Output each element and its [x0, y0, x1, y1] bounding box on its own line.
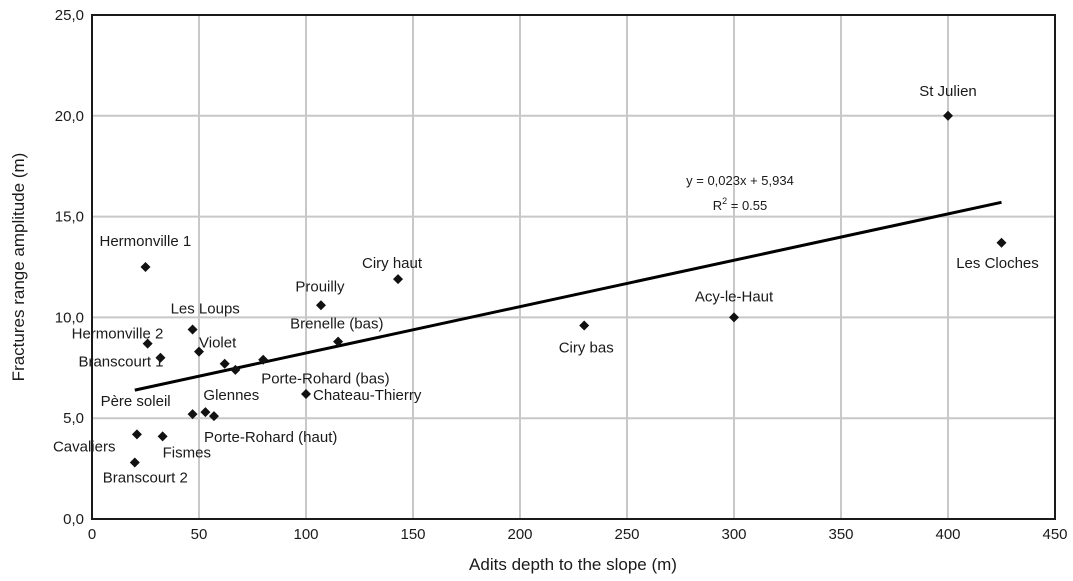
- y-tick-label: 0,0: [63, 511, 84, 528]
- data-point: [131, 429, 142, 440]
- point-label: Branscourt 2: [103, 470, 188, 487]
- x-axis-ticks: 0 50 100 150 200 250 300 350 400 450: [88, 526, 1068, 543]
- r2-prefix: R: [713, 198, 722, 213]
- x-tick-label: 300: [721, 526, 746, 543]
- point-label: Ciry haut: [362, 255, 423, 272]
- r2-value: = 0.55: [727, 198, 767, 213]
- point-label: Hermonville 1: [100, 233, 192, 250]
- point-label: Ciry bas: [559, 339, 614, 356]
- data-point: [187, 324, 198, 335]
- data-point: [315, 300, 326, 311]
- x-tick-label: 50: [191, 526, 208, 543]
- data-points: [129, 110, 1007, 468]
- point-label: Les Loups: [171, 300, 240, 317]
- point-label: Porte-Rohard (haut): [204, 429, 337, 446]
- point-label: Brenelle (bas): [290, 316, 383, 333]
- data-point: [140, 262, 151, 272]
- x-tick-label: 250: [614, 526, 639, 543]
- point-label: Branscourt 1: [78, 354, 163, 371]
- x-tick-label: 450: [1042, 526, 1067, 543]
- data-point: [579, 320, 590, 331]
- y-tick-label: 10,0: [55, 309, 84, 326]
- x-axis-title: Adits depth to the slope (m): [469, 555, 677, 574]
- plot-frame: [91, 14, 1056, 520]
- point-label: Acy-le-Haut: [695, 288, 774, 305]
- x-tick-label: 100: [293, 526, 318, 543]
- data-point: [230, 364, 241, 375]
- data-point: [200, 407, 211, 418]
- data-point: [219, 358, 230, 369]
- data-point: [729, 312, 739, 323]
- point-label: Cavaliers: [53, 438, 116, 455]
- trendline: [134, 200, 1002, 392]
- r2-superscript: 2: [722, 196, 727, 206]
- y-tick-label: 5,0: [63, 410, 84, 427]
- x-tick-label: 200: [507, 526, 532, 543]
- trendline-equation: y = 0,023x + 5,934: [686, 173, 794, 188]
- x-tick-label: 150: [400, 526, 425, 543]
- point-label: Glennes: [203, 387, 259, 404]
- point-labels: St Julien Les Cloches Acy-le-Haut Ciry bas C…: [53, 83, 1039, 487]
- data-point: [155, 352, 166, 363]
- point-label: Fismes: [163, 444, 211, 461]
- trendline-r-squared: R2 = 0.55: [713, 196, 768, 213]
- data-point: [258, 354, 269, 365]
- y-axis-title: Fractures range amplitude (m): [9, 153, 28, 382]
- x-tick-label: 350: [828, 526, 853, 543]
- data-point: [194, 346, 204, 357]
- y-tick-label: 15,0: [55, 209, 84, 226]
- data-point: [393, 274, 404, 285]
- point-label: Hermonville 2: [72, 326, 164, 343]
- y-tick-label: 20,0: [55, 108, 84, 125]
- data-point: [129, 457, 140, 468]
- data-point: [208, 411, 219, 422]
- data-point: [996, 237, 1007, 248]
- point-label: Violet: [199, 335, 237, 352]
- x-tick-label: 400: [935, 526, 960, 543]
- data-point: [157, 431, 168, 442]
- data-point: [943, 110, 953, 121]
- y-axis-ticks: 0,0 5,0 10,0 15,0 20,0 25,0: [55, 7, 84, 528]
- data-point: [142, 338, 153, 349]
- point-label: Les Cloches: [956, 255, 1039, 272]
- point-label: Chateau-Thierry: [313, 387, 422, 404]
- data-point: [187, 409, 198, 420]
- data-point: [333, 336, 344, 347]
- point-label: Prouilly: [295, 278, 345, 295]
- point-label: St Julien: [919, 83, 977, 100]
- point-label: Père soleil: [101, 393, 171, 410]
- point-label: Porte-Rohard (bas): [261, 371, 389, 388]
- data-point: [301, 389, 311, 400]
- x-tick-label: 0: [88, 526, 96, 543]
- y-tick-label: 25,0: [55, 7, 84, 24]
- trendline-group: [134, 200, 1002, 392]
